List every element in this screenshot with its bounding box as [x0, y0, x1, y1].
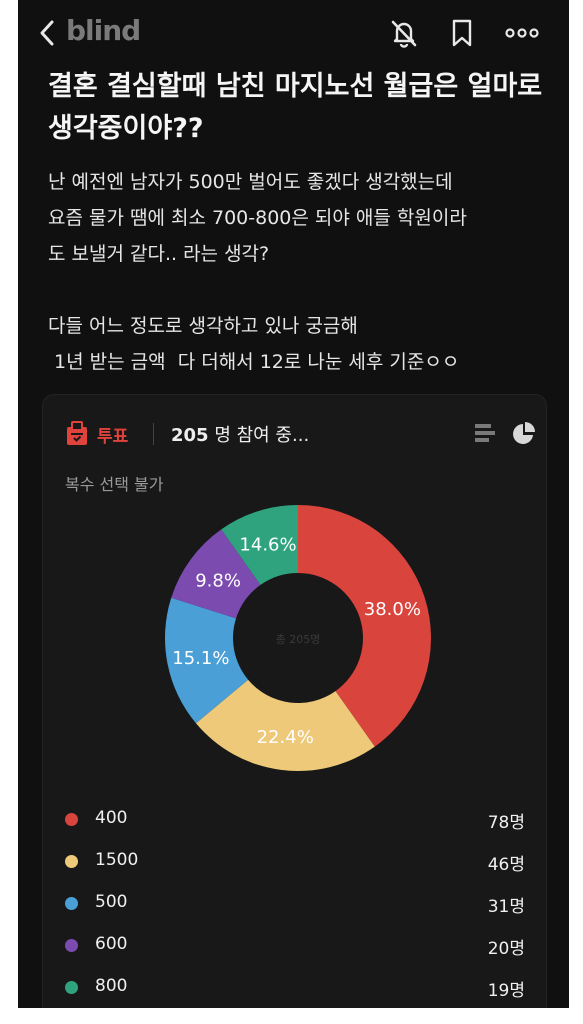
- percent-label-1500: 22.4%: [257, 727, 314, 748]
- notification-toggle-button[interactable]: [388, 17, 420, 49]
- app-logo: blind: [66, 14, 141, 47]
- percent-label-400: 38.0%: [364, 599, 421, 620]
- body-line: 요즘 물가 땜에 최소 700-800은 되야 애들 학원이라: [48, 207, 467, 229]
- legend-color-dot: [65, 897, 78, 910]
- poll-header: 투표 205 명 참여 중...: [65, 421, 535, 449]
- bookmark-icon: [452, 19, 472, 47]
- percent-label-500: 15.1%: [172, 648, 229, 669]
- top-bar: blind: [18, 0, 569, 66]
- legend-vote-count: 78명: [487, 813, 525, 833]
- bookmark-button[interactable]: [446, 17, 478, 49]
- divider: [153, 423, 154, 445]
- legend-option-label: 600: [95, 934, 128, 954]
- post-body: 난 예전엔 남자가 500만 벌어도 좋겠다 생각했는데 요즘 물가 땜에 최소…: [48, 164, 553, 380]
- post-title: 결혼 결심할때 남친 마지노선 월급은 얼마로 생각중이야??: [48, 71, 543, 144]
- chevron-left-icon: [40, 20, 54, 46]
- participant-count: 205 명 참여 중...: [171, 421, 309, 447]
- poll-card: 투표 205 명 참여 중... 복수 선택 불가 38.0% 22.4% 15.1…: [42, 394, 547, 1008]
- back-button[interactable]: [36, 18, 60, 48]
- legend-option-label: 800: [95, 976, 128, 996]
- app-screen: blind 결혼 결심할때 남친 마지노선 월급은 얼마로 생각중이야?? 난 …: [18, 0, 569, 1008]
- poll-subtitle: 복수 선택 불가: [65, 475, 164, 494]
- legend-vote-count: 20명: [487, 939, 525, 959]
- total-votes-label: 총 205명: [276, 633, 321, 646]
- legend-color-dot: [65, 813, 78, 826]
- body-line: 다들 어느 정도로 생각하고 있나 궁금해: [48, 315, 358, 337]
- legend-item-1500[interactable]: 1500 46명: [65, 849, 525, 875]
- legend-item-500[interactable]: 500 31명: [65, 891, 525, 917]
- legend-color-dot: [65, 855, 78, 868]
- ballot-box-icon: [67, 421, 87, 445]
- bell-off-icon: [391, 20, 417, 48]
- poll-label: 투표: [97, 427, 129, 447]
- percent-label-600: 9.8%: [195, 571, 241, 592]
- legend-vote-count: 31명: [487, 897, 525, 917]
- legend-color-dot: [65, 981, 78, 994]
- legend-vote-count: 19명: [487, 981, 525, 1001]
- percent-label-800: 14.6%: [239, 535, 296, 556]
- pie-chart-icon[interactable]: [511, 421, 537, 447]
- body-line: 1년 받는 금액 다 더해서 12로 나눈 세후 기준ㅇㅇ: [48, 351, 460, 373]
- donut-chart: 38.0% 22.4% 15.1% 9.8% 14.6% 총 205명: [164, 505, 432, 771]
- body-blank-line: [48, 272, 553, 308]
- donut-slice-400: [298, 505, 432, 747]
- legend-item-800[interactable]: 800 19명: [65, 975, 525, 1001]
- donut-slice-1500: [195, 679, 375, 771]
- legend-vote-count: 46명: [487, 855, 525, 875]
- legend-option-label: 1500: [95, 850, 139, 870]
- body-line: 난 예전엔 남자가 500만 벌어도 좋겠다 생각했는데: [48, 171, 453, 193]
- more-options-button[interactable]: [502, 17, 542, 49]
- legend-option-label: 400: [95, 808, 128, 828]
- body-line: 도 보낼거 같다.. 라는 생각?: [48, 243, 270, 265]
- legend-color-dot: [65, 939, 78, 952]
- participant-number: 205: [171, 425, 209, 446]
- donut-slice-500: [164, 597, 249, 724]
- donut-slice-800: [221, 505, 298, 585]
- legend-option-label: 500: [95, 892, 128, 912]
- donut-slice-600: [171, 529, 261, 619]
- bar-list-icon[interactable]: [473, 421, 499, 447]
- participant-suffix: 명 참여 중...: [214, 425, 310, 446]
- legend-item-400[interactable]: 400 78명: [65, 807, 525, 833]
- more-icon: [505, 28, 539, 38]
- legend-item-600[interactable]: 600 20명: [65, 933, 525, 959]
